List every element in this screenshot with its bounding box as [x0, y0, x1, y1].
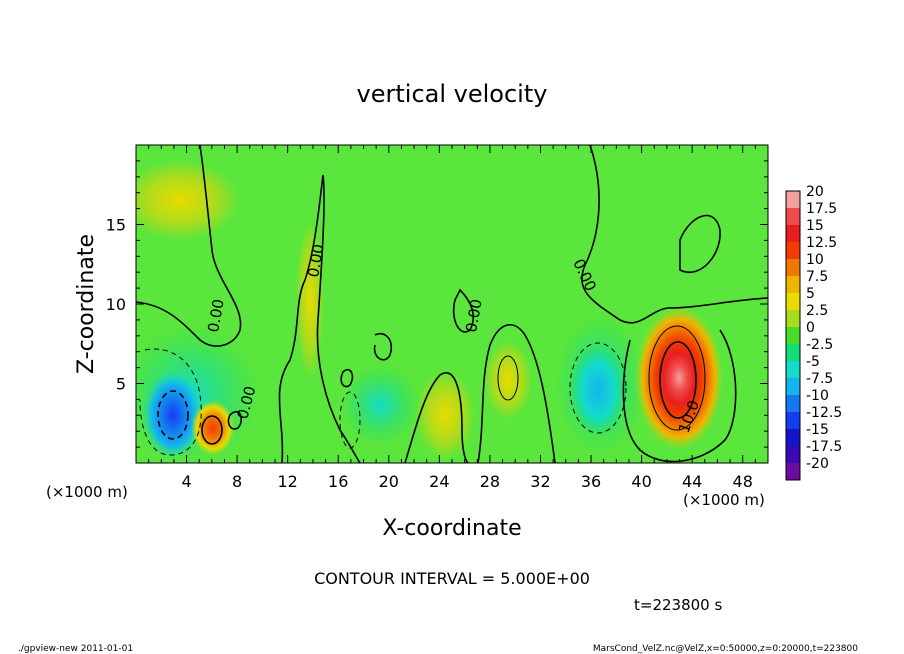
colorbar-label: -17.5: [806, 439, 842, 455]
x-tick-label: 20: [379, 472, 399, 491]
colorbar-swatch: [786, 208, 800, 225]
colorbar-swatch: [786, 259, 800, 276]
colorbar-label: 0: [806, 320, 815, 336]
footer-left: ./gpview-new 2011-01-01: [18, 644, 133, 654]
x-tick-label: 36: [581, 472, 601, 491]
colorbar: 2017.51512.5107.552.50-2.5-5-7.5-10-12.5…: [785, 184, 842, 481]
x-tick-label: 32: [530, 472, 550, 491]
x-unit-right: (×1000 m): [683, 491, 765, 509]
plot-area: 0.00 0.00 0.00 0.00 0.00 10.0: [136, 145, 768, 463]
x-axis: 4 8 12 16 20 24 28 32 36 40 44 48: [148, 145, 756, 491]
cyan-region-center: [340, 365, 420, 445]
colorbar-frame: [785, 190, 801, 481]
colorbar-label: -15: [806, 422, 829, 438]
colorbar-label: 20: [806, 184, 824, 200]
downdraft-right: [570, 344, 626, 436]
contour-zero-fragment: [373, 333, 393, 361]
colorbar-label: 17.5: [806, 201, 837, 217]
y-tick-label: 15: [106, 216, 126, 235]
colorbar-label: 7.5: [806, 269, 828, 285]
x-tick-label: 44: [682, 472, 702, 491]
colorbar-swatch: [786, 191, 800, 208]
colorbar-swatch: [786, 276, 800, 293]
colorbar-label: 12.5: [806, 235, 837, 251]
contour-positive-10-left: [201, 415, 223, 445]
x-unit-left: (×1000 m): [46, 483, 128, 501]
contour-label-1: 0.00: [204, 298, 228, 334]
colorbar-swatch: [786, 446, 800, 463]
colorbar-label: 5: [806, 286, 815, 302]
contour-zero-top-right: [679, 214, 721, 273]
contour-zero-blob: [452, 288, 475, 333]
contour-zero-fragment-2: [340, 368, 354, 388]
contour-zero-updraft-edge: [622, 329, 737, 463]
contour-positive-5-right: [648, 325, 706, 431]
colorbar-swatch: [786, 412, 800, 429]
contour-negative-5-center: [339, 391, 361, 449]
colorbar-label: -5: [806, 354, 820, 370]
colorbar-label: 2.5: [806, 303, 828, 319]
colorbar-swatch: [786, 310, 800, 327]
contour-positive-10-right: [659, 341, 697, 419]
x-tick-label: 24: [429, 472, 449, 491]
contour-zero-right: [581, 145, 768, 324]
colorbar-swatch: [786, 395, 800, 412]
colorbar-label: -2.5: [806, 337, 833, 353]
chart-title: vertical velocity: [357, 80, 548, 108]
colorbar-label: -7.5: [806, 371, 833, 387]
x-tick-label: 48: [733, 472, 753, 491]
contour-zero-plume: [278, 174, 361, 463]
contour-negative-5-right: [569, 342, 627, 434]
yellow-region-updraft: [415, 370, 475, 460]
x-axis-label: X-coordinate: [382, 516, 521, 541]
colorbar-swatch: [786, 463, 800, 480]
footer-right: MarsCond_VelZ.nc@VelZ,x=0:50000,z=0:2000…: [593, 644, 858, 654]
colorbar-swatch: [786, 225, 800, 242]
y-tick-label: 10: [106, 295, 126, 314]
colorbar-label: 10: [806, 252, 824, 268]
contour-zero-tongue-mid: [404, 372, 469, 463]
contour-negative-10-left: [157, 390, 189, 440]
y-axis: 5 10 15: [106, 160, 768, 448]
colorbar-swatch: [786, 242, 800, 259]
contour-zero-left: [136, 145, 242, 347]
colorbar-swatch: [786, 327, 800, 344]
x-tick-label: 8: [232, 472, 242, 491]
contour-zero-small-loop: [227, 410, 242, 430]
colorbar-swatch: [786, 378, 800, 395]
y-tick-label: 5: [116, 375, 126, 394]
colorbar-swatch: [786, 429, 800, 446]
colorbar-label: -12.5: [806, 405, 842, 421]
colorbar-label: -20: [806, 456, 829, 472]
y-axis-label: Z-coordinate: [74, 234, 99, 374]
contour-zero-tongue-right: [477, 324, 556, 463]
yellow-region-top-left: [136, 160, 240, 240]
contour-interval-label: CONTOUR INTERVAL = 5.000E+00: [314, 569, 590, 588]
colorbar-swatch: [786, 361, 800, 378]
x-tick-label: 4: [181, 472, 191, 491]
yellow-region-mid: [484, 340, 532, 420]
contour-label-3: 0.00: [304, 243, 328, 279]
contour-label-5: 0.00: [462, 298, 486, 334]
contour-negative-5-left: [139, 348, 202, 456]
contour-positive-5-mid: [497, 355, 519, 401]
x-tick-label: 12: [278, 472, 298, 491]
time-label: t=223800 s: [634, 596, 722, 614]
colorbar-label: 15: [806, 218, 824, 234]
x-tick-label: 40: [631, 472, 651, 491]
contour-lines: [136, 145, 768, 463]
colorbar-swatch: [786, 293, 800, 310]
colorbar-swatch: [786, 344, 800, 361]
x-tick-label: 16: [328, 472, 348, 491]
downdraft-left: [143, 371, 203, 459]
updraft-left: [191, 400, 235, 456]
colorbar-label: -10: [806, 388, 829, 404]
x-tick-label: 28: [480, 472, 500, 491]
